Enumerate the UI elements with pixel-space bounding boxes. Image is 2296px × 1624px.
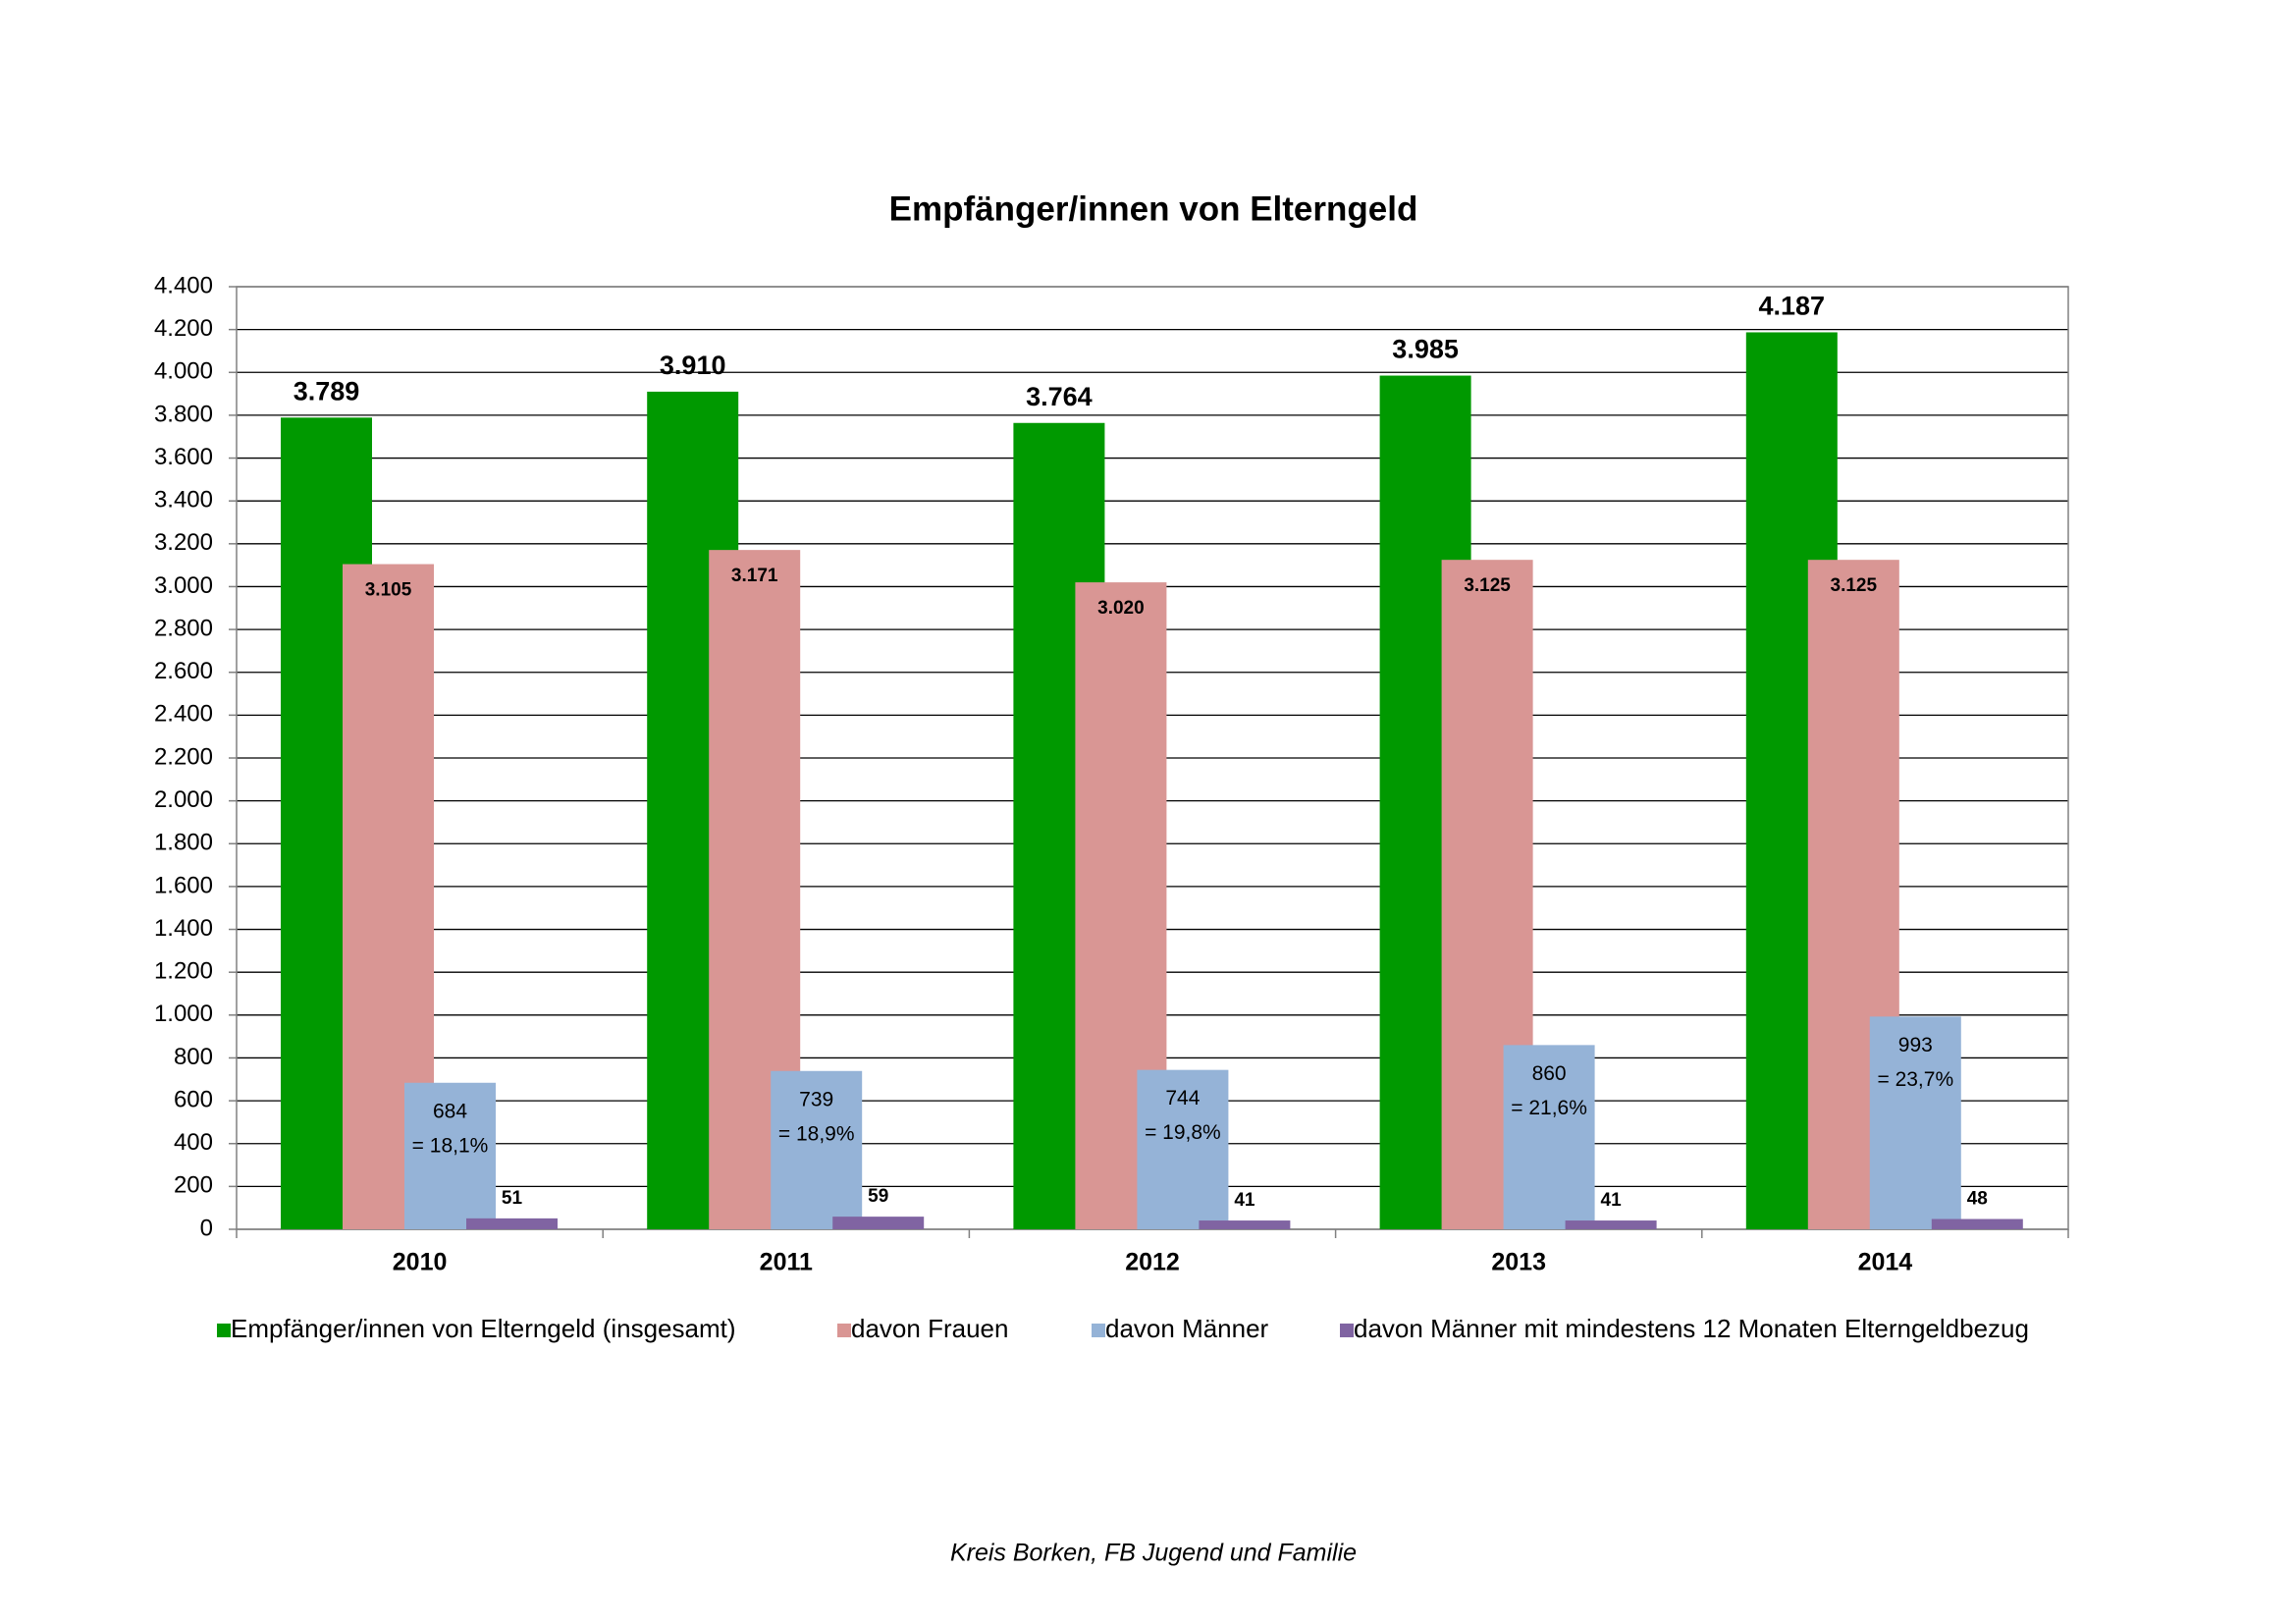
y-tick-label: 2.000 <box>154 786 213 813</box>
y-tick-label: 4.200 <box>154 315 213 342</box>
data-label: 684 <box>433 1100 467 1122</box>
y-tick-label: 400 <box>174 1129 213 1156</box>
data-label: 993 <box>1898 1034 1933 1056</box>
chart-title: Empfänger/innen von Elterngeld <box>889 189 1418 228</box>
data-label: 51 <box>502 1188 523 1209</box>
bar <box>404 1082 496 1229</box>
source-note: Kreis Borken, FB Jugend und Familie <box>950 1540 1357 1567</box>
legend-swatch <box>837 1324 851 1337</box>
data-label: 3.171 <box>731 566 778 586</box>
data-label: 3.125 <box>1464 575 1511 596</box>
x-tick-label: 2013 <box>1491 1249 1546 1276</box>
data-label: 41 <box>1601 1190 1623 1211</box>
share-label: = 18,9% <box>778 1122 855 1145</box>
data-label: 3.910 <box>660 351 726 380</box>
x-tick-label: 2012 <box>1125 1249 1180 1276</box>
legend-label: davon Männer mit mindestens 12 Monaten E… <box>1354 1314 2029 1343</box>
legend-label: davon Männer <box>1105 1314 1269 1343</box>
y-tick-label: 200 <box>174 1172 213 1199</box>
y-tick-label: 3.000 <box>154 572 213 599</box>
y-tick-label: 4.400 <box>154 272 213 298</box>
data-label: 860 <box>1532 1062 1567 1085</box>
data-label: 4.187 <box>1759 292 1826 321</box>
x-tick-label: 2011 <box>760 1249 813 1276</box>
data-label: 41 <box>1234 1190 1255 1211</box>
share-label: = 19,8% <box>1145 1121 1221 1144</box>
bar <box>1869 1016 1961 1229</box>
data-label: 3.020 <box>1097 598 1145 619</box>
y-tick-label: 1.200 <box>154 958 213 985</box>
data-label: 3.985 <box>1392 335 1459 364</box>
y-tick-label: 600 <box>174 1086 213 1112</box>
bar <box>1503 1045 1595 1229</box>
x-tick-label: 2010 <box>393 1249 448 1276</box>
y-tick-label: 2.200 <box>154 743 213 770</box>
legend-swatch <box>1340 1324 1354 1337</box>
bar <box>1199 1220 1291 1229</box>
y-tick-label: 3.600 <box>154 444 213 470</box>
y-tick-label: 1.600 <box>154 872 213 898</box>
bar <box>771 1070 863 1229</box>
legend-label: Empfänger/innen von Elterngeld (insgesam… <box>231 1314 736 1343</box>
data-label: 744 <box>1165 1087 1200 1110</box>
data-label: 59 <box>868 1186 888 1207</box>
data-label: 3.125 <box>1831 575 1878 596</box>
data-label: 48 <box>1967 1189 1988 1210</box>
bar <box>1931 1218 2023 1229</box>
y-tick-label: 3.400 <box>154 487 213 514</box>
bar <box>466 1218 558 1229</box>
y-tick-label: 0 <box>200 1215 213 1241</box>
y-tick-label: 1.400 <box>154 915 213 942</box>
share-label: = 23,7% <box>1877 1068 1953 1091</box>
data-label: 3.105 <box>365 580 412 601</box>
y-tick-label: 2.600 <box>154 658 213 684</box>
y-tick-label: 1.800 <box>154 830 213 856</box>
bar <box>1137 1069 1229 1229</box>
bar <box>1565 1220 1657 1229</box>
y-tick-label: 4.000 <box>154 358 213 385</box>
y-tick-label: 2.800 <box>154 615 213 641</box>
data-label: 3.789 <box>294 376 360 406</box>
bar <box>832 1217 925 1229</box>
share-label: = 18,1% <box>412 1134 489 1157</box>
data-label: 739 <box>799 1088 833 1110</box>
data-label: 3.764 <box>1026 382 1093 411</box>
legend-swatch <box>1092 1324 1105 1337</box>
legend-swatch <box>217 1324 231 1337</box>
share-label: = 21,6% <box>1511 1097 1587 1119</box>
y-tick-label: 1.000 <box>154 1001 213 1027</box>
y-tick-label: 800 <box>174 1044 213 1070</box>
y-tick-label: 3.800 <box>154 401 213 427</box>
legend-label: davon Frauen <box>851 1314 1008 1343</box>
y-tick-label: 3.200 <box>154 529 213 556</box>
x-tick-label: 2014 <box>1858 1249 1913 1276</box>
y-tick-label: 2.400 <box>154 701 213 728</box>
